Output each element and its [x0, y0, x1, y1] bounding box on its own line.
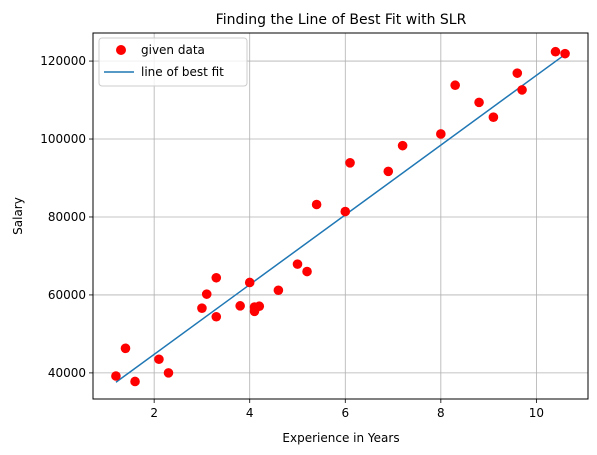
y-tick-label: 100000 — [40, 132, 86, 146]
legend-label-best-fit: line of best fit — [141, 65, 224, 79]
data-point — [111, 371, 121, 381]
data-point — [130, 376, 140, 387]
y-tick-label: 120000 — [40, 54, 86, 68]
data-point — [211, 272, 222, 283]
grid — [93, 33, 588, 399]
data-point — [345, 157, 355, 168]
plot-frame — [92, 32, 589, 400]
data-point — [292, 259, 303, 269]
data-point — [154, 354, 164, 365]
data-point — [201, 289, 212, 299]
y-tick-label: 80000 — [48, 210, 86, 224]
data-point — [254, 301, 265, 312]
y-axis-label: Salary — [11, 197, 25, 235]
x-tick-label: 6 — [341, 406, 349, 420]
data-point — [550, 46, 561, 57]
x-tick-label: 10 — [529, 406, 544, 420]
best-fit-line — [115, 53, 566, 383]
chart-title: Finding the Line of Best Fit with SLR — [216, 12, 467, 28]
data-point — [450, 80, 460, 91]
data-point — [488, 112, 499, 122]
data-point — [383, 166, 394, 177]
x-axis-label: Experience in Years — [282, 431, 399, 445]
data-point — [311, 199, 322, 210]
fit-line-layer — [115, 53, 566, 383]
legend-marker-given-data — [116, 45, 126, 55]
data-point — [340, 206, 351, 217]
data-point — [273, 285, 284, 296]
x-tick-label: 4 — [246, 406, 254, 420]
x-tick-label: 2 — [150, 406, 158, 420]
data-point — [397, 140, 408, 151]
x-tick-label: 8 — [437, 406, 445, 420]
legend: given data line of best fit — [98, 37, 248, 87]
legend-label-given-data: given data — [141, 43, 205, 57]
legend-box — [98, 37, 248, 87]
data-point — [436, 129, 446, 139]
data-point — [235, 301, 245, 311]
axis-ticks: 2 4 6 8 10 40000 60000 80000 100000 120000 — [40, 54, 544, 420]
data-point — [197, 303, 207, 313]
data-point — [474, 97, 484, 108]
data-point — [517, 85, 527, 95]
data-point — [512, 68, 523, 78]
data-point — [211, 311, 222, 322]
y-tick-label: 60000 — [48, 288, 86, 302]
data-points — [111, 46, 570, 387]
data-point — [244, 277, 255, 288]
y-tick-label: 40000 — [48, 366, 86, 380]
data-point — [163, 368, 174, 378]
data-point — [120, 343, 131, 354]
data-point — [302, 266, 312, 277]
data-point — [560, 48, 570, 59]
